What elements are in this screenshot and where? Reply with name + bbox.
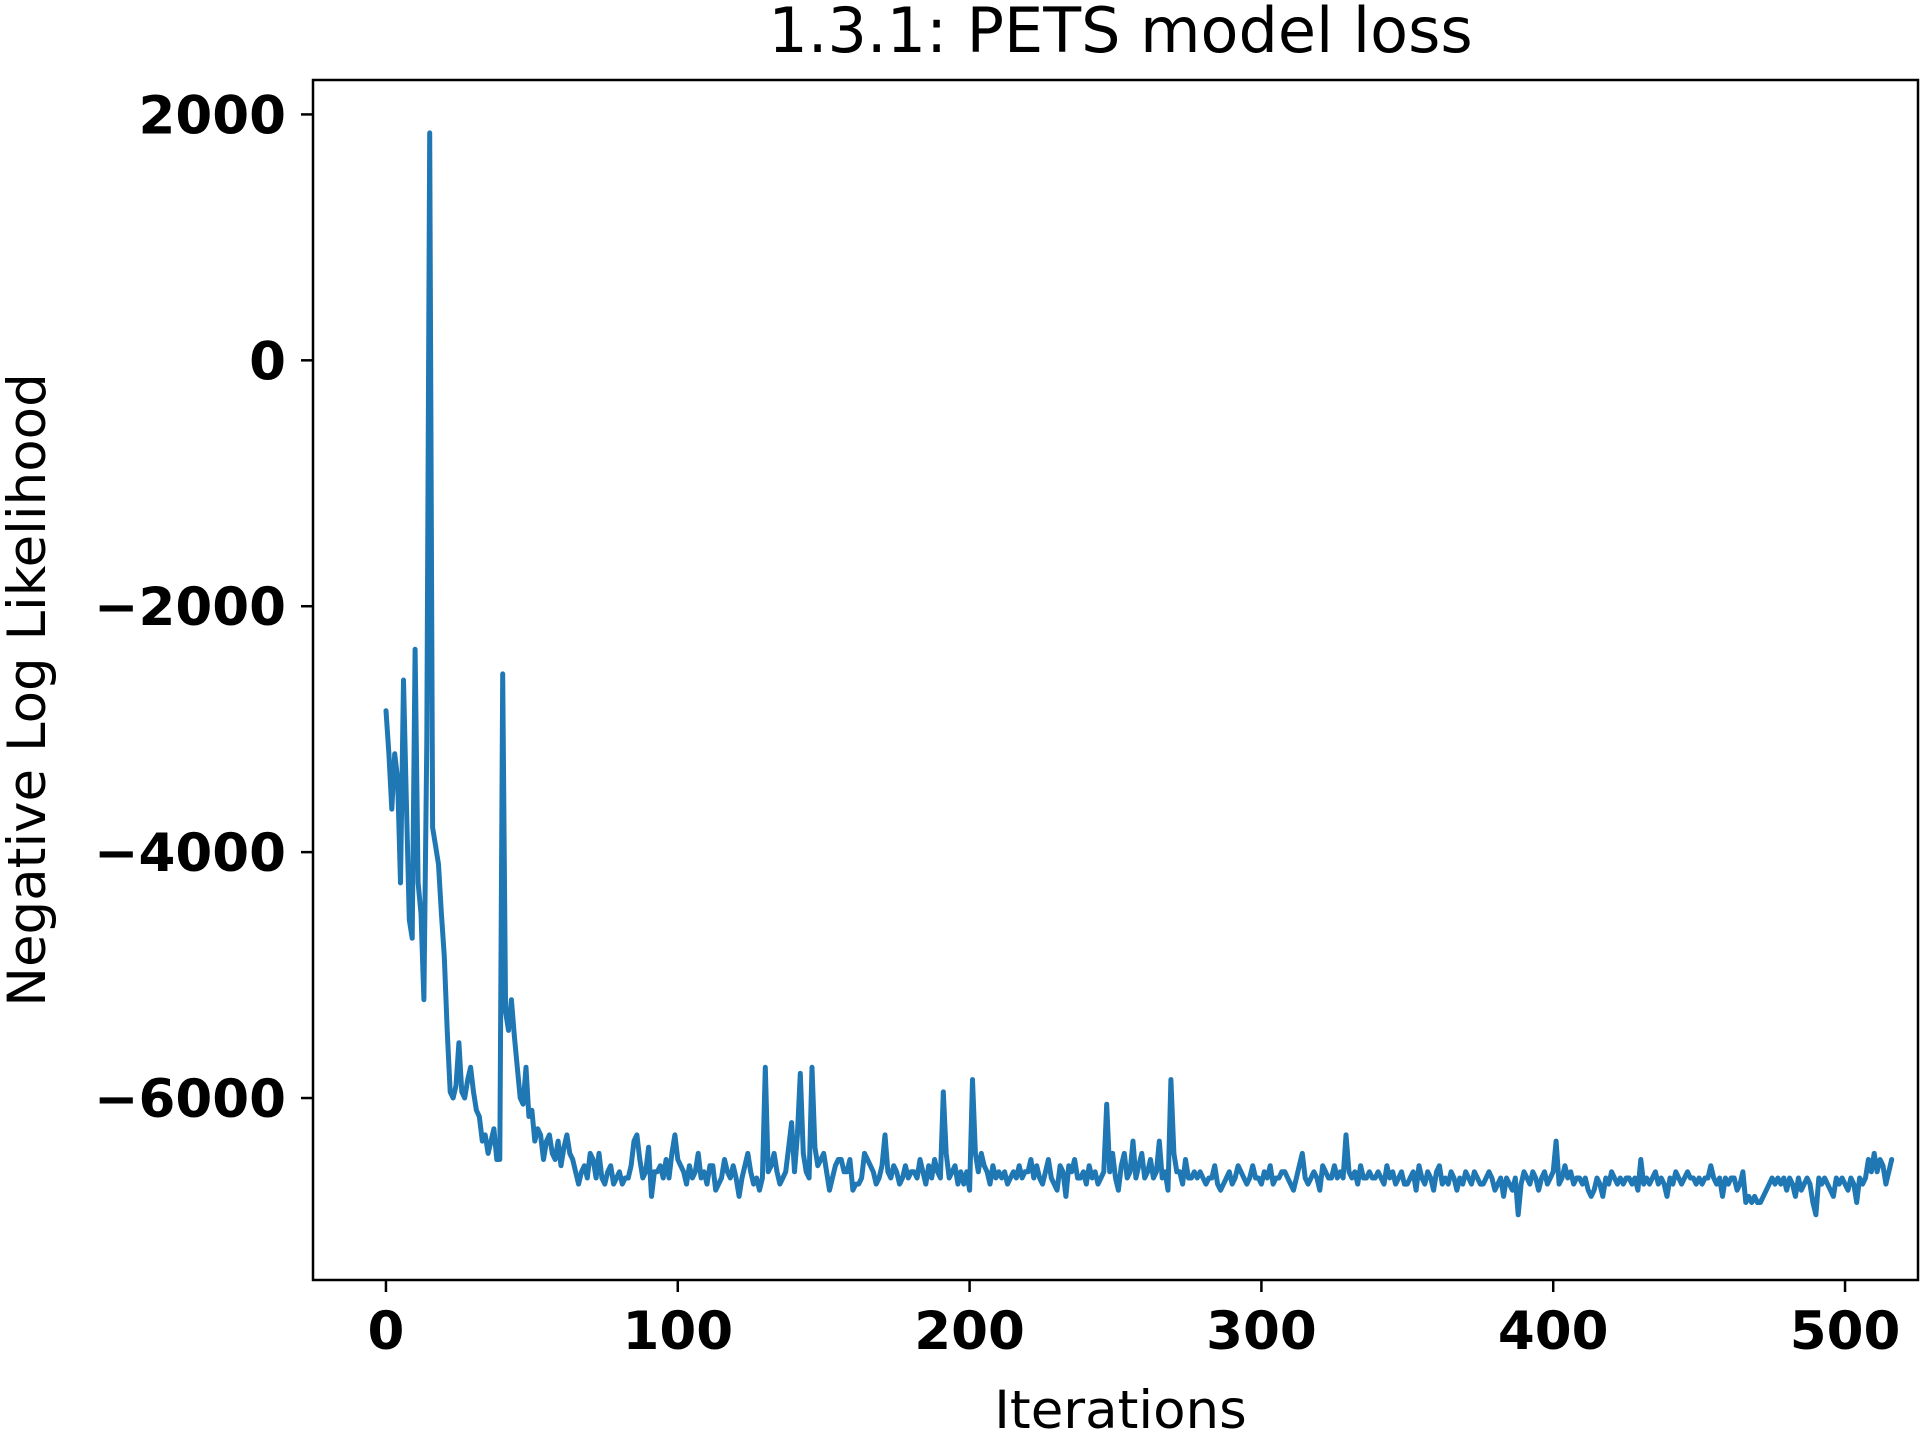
- x-tick-label: 200: [914, 1301, 1025, 1362]
- axes-frame: [311, 78, 1920, 1282]
- x-tick-label: 300: [1206, 1301, 1317, 1362]
- y-axis: 2000 0 −2000 −4000 −6000: [94, 85, 313, 1130]
- x-tick-label: 100: [622, 1301, 733, 1362]
- y-tick-label: 2000: [138, 85, 286, 146]
- y-axis-label: Negative Log Likelihood: [0, 373, 58, 1006]
- y-tick-label: −6000: [94, 1069, 286, 1130]
- plot-area: [311, 78, 1920, 1282]
- chart-title: 1.3.1: PETS model loss: [768, 0, 1472, 67]
- x-axis-label: Iterations: [994, 1380, 1246, 1440]
- x-axis: 0 100 200 300 400 500: [368, 1280, 1901, 1362]
- series-line-loss: [383, 130, 1895, 1218]
- y-tick-label: −2000: [94, 577, 286, 638]
- y-tick-label: −4000: [94, 823, 286, 884]
- x-tick-label: 500: [1790, 1301, 1901, 1362]
- y-tick-label: 0: [249, 331, 286, 392]
- x-tick-label: 400: [1498, 1301, 1609, 1362]
- x-tick-label: 0: [368, 1301, 405, 1362]
